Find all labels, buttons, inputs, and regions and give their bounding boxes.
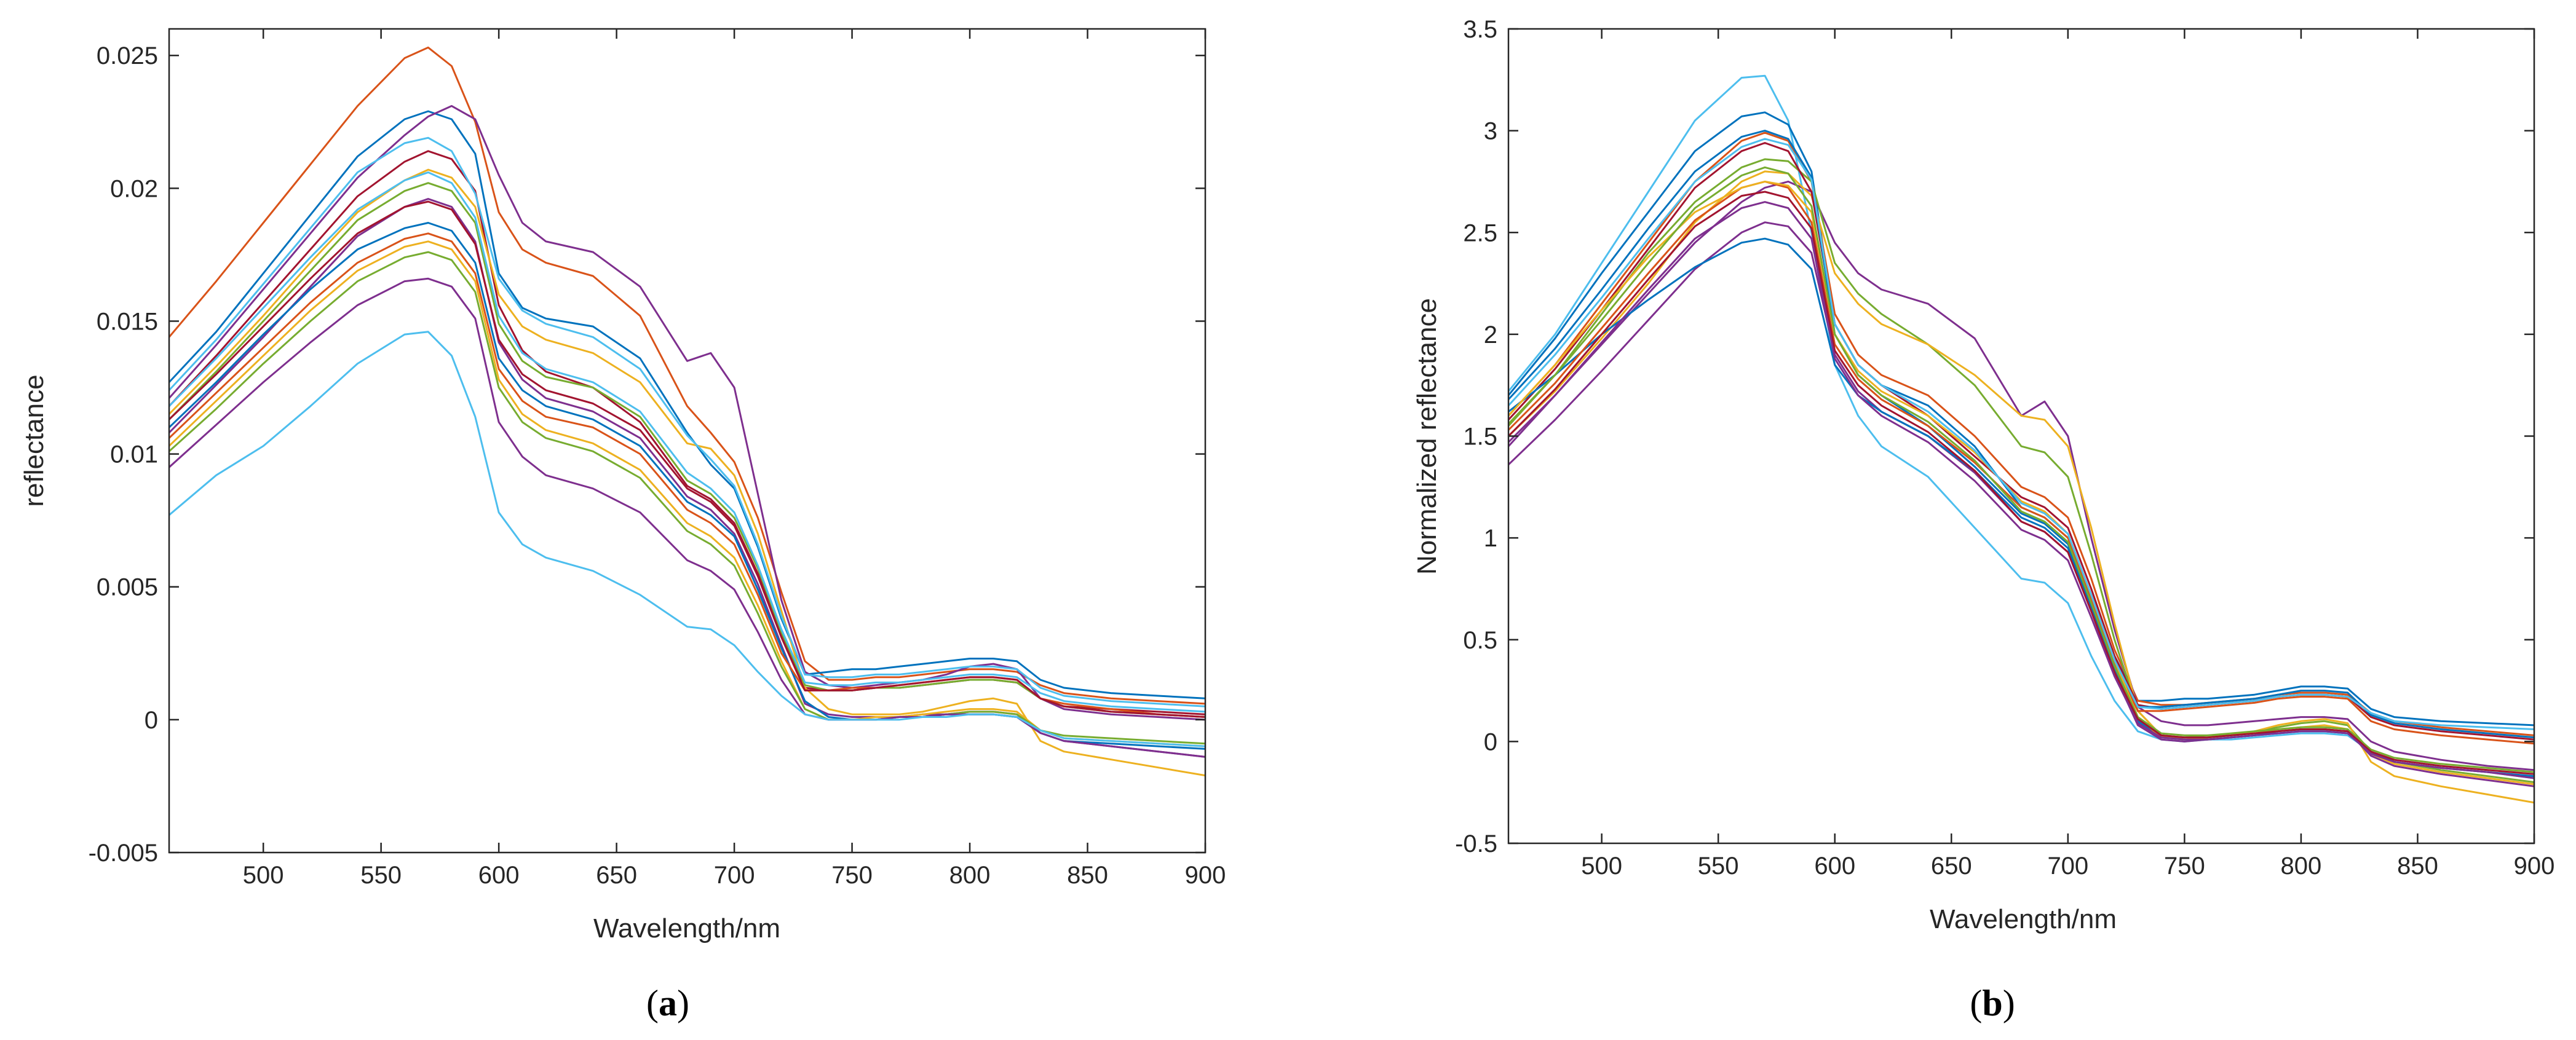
panel-b-series-group	[1508, 74, 2534, 804]
panel-a-x-tick-label: 850	[1067, 862, 1108, 889]
panel-a-y-tick-label: 0	[145, 707, 158, 734]
panel-a-x-tick-label: 500	[243, 862, 284, 889]
panel-b-x-tick-label: 600	[1814, 853, 1855, 880]
panel-b-x-tick-label: 800	[2281, 853, 2322, 880]
panel-a-y-tick-label: 0.015	[97, 308, 158, 335]
panel-b-series-line-14	[1508, 166, 2534, 773]
panel-b-series-line-3	[1508, 132, 2534, 736]
panel-a-x-tick-label: 900	[1185, 862, 1226, 889]
panel-a-y-tick-label: 0.005	[97, 574, 158, 601]
panel-a-label-letter: a	[659, 983, 677, 1023]
panel-b-x-tick-label: 550	[1698, 853, 1739, 880]
panel-a-y-axis-label: reflectance	[19, 374, 49, 506]
panel-b-label-close: )	[2003, 983, 2015, 1023]
panel-b-label-letter: b	[1982, 983, 2002, 1023]
panel-a-series-line-16	[169, 331, 1205, 747]
panel-b-x-tick-label: 850	[2397, 853, 2438, 880]
panel-b-y-tick-label: -0.5	[1455, 830, 1497, 857]
panel-b-ticks: 500 550 600 650 700 750 800 850 900 -0.5 0 0.5 1 1.5 2…	[1455, 16, 2554, 880]
panel-b-x-tick-label: 900	[2514, 853, 2555, 880]
panel-a-x-tick-label: 700	[714, 862, 755, 889]
panel-b-series-line-15	[1508, 191, 2534, 775]
panel-a-y-tick-label: 0.02	[110, 175, 158, 202]
panel-b-series-line-16	[1508, 201, 2534, 779]
panel-a-label-close: )	[677, 983, 689, 1023]
panel-b-y-tick-label: 0.5	[1463, 627, 1497, 654]
panel-a-axes-box	[168, 28, 1207, 854]
panel-a-x-tick-label: 600	[478, 862, 520, 889]
panel-b-x-axis-label: Wavelength/nm	[1930, 904, 2117, 934]
panel-a-series-line-13	[169, 171, 1205, 713]
panel-b-y-tick-label: 1	[1484, 525, 1497, 552]
panel-b-series-line-6	[1508, 170, 2534, 804]
panel-a-series-line-2	[169, 110, 1205, 699]
panel-b-y-tick-label: 3.5	[1463, 16, 1497, 43]
panel-a-series-line-14	[169, 200, 1205, 718]
panel-b-y-tick-label: 1.5	[1463, 423, 1497, 451]
panel-b-x-tick-label: 750	[2164, 853, 2205, 880]
panel-a-y-tick-label: 0.025	[97, 42, 158, 69]
panel-b-y-axis-label: Normalized reflectance	[1412, 298, 1442, 575]
panel-a-chart: 500 550 600 650 700 750 800 850 900 -0.005 0 0.005 0…	[19, 28, 1226, 1023]
panel-b-label-open: (	[1970, 983, 1982, 1023]
panel-a-x-tick-label: 650	[596, 862, 637, 889]
panel-b-x-tick-label: 500	[1581, 853, 1622, 880]
panel-b-chart: 500 550 600 650 700 750 800 850 900 -0.5 0 0.5 1 1.5 2…	[1412, 16, 2554, 1023]
panel-a-series-line-3	[169, 104, 1205, 721]
panel-b-x-tick-label: 650	[1931, 853, 1972, 880]
panel-b-y-tick-label: 2	[1484, 321, 1497, 349]
panel-b-series-line-5	[1508, 158, 2534, 784]
panel-a-x-tick-label: 750	[831, 862, 873, 889]
panel-a-ticks: 500 550 600 650 700 750 800 850 900 -0.005 0 0.005 0…	[89, 29, 1226, 889]
panel-a-plot-area	[169, 29, 1205, 853]
panel-b-y-tick-label: 0	[1484, 728, 1497, 755]
panel-b-label: (b)	[1970, 983, 2015, 1023]
panel-a-x-axis-label: Wavelength/nm	[593, 913, 780, 943]
panel-a-series-line-12	[169, 251, 1205, 745]
panel-b-series-line-1	[1508, 74, 2534, 779]
panel-b-series-line-13	[1508, 138, 2534, 730]
panel-a-x-tick-label: 800	[949, 862, 991, 889]
panel-a-series-group	[169, 46, 1205, 777]
panel-a-series-line-5	[169, 168, 1205, 777]
panel-a-series-line-1	[169, 46, 1205, 705]
panel-b-x-tick-label: 700	[2047, 853, 2088, 880]
panel-a-y-tick-label: 0.01	[110, 441, 158, 468]
panel-a-x-tick-label: 550	[360, 862, 402, 889]
panel-a-label: (a)	[646, 983, 689, 1023]
panel-b-y-tick-label: 3	[1484, 118, 1497, 145]
panel-a-label-open: (	[646, 983, 659, 1023]
panel-b-y-tick-label: 2.5	[1463, 219, 1497, 246]
panel-a-series-line-7	[169, 136, 1205, 707]
panel-a-series-line-6	[169, 182, 1205, 718]
panel-a-y-tick-label: -0.005	[89, 840, 158, 867]
panel-a-series-line-11	[169, 240, 1205, 747]
